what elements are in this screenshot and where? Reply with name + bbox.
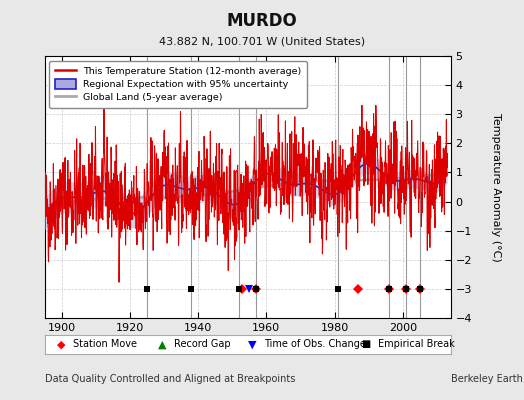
Text: MURDO: MURDO [226,12,298,30]
Y-axis label: Temperature Anomaly (°C): Temperature Anomaly (°C) [492,113,501,261]
Text: ◆: ◆ [57,339,65,350]
Text: ▼: ▼ [247,339,256,350]
Legend: This Temperature Station (12-month average), Regional Expectation with 95% uncer: This Temperature Station (12-month avera… [49,61,307,108]
Text: Station Move: Station Move [73,339,137,350]
Text: Record Gap: Record Gap [174,339,231,350]
Text: Data Quality Controlled and Aligned at Breakpoints: Data Quality Controlled and Aligned at B… [45,374,295,384]
Text: Berkeley Earth: Berkeley Earth [451,374,522,384]
Text: Time of Obs. Change: Time of Obs. Change [264,339,366,350]
Text: Empirical Break: Empirical Break [377,339,454,350]
Text: 43.882 N, 100.701 W (United States): 43.882 N, 100.701 W (United States) [159,36,365,46]
Text: ▲: ▲ [158,339,167,350]
Text: ■: ■ [362,339,370,350]
